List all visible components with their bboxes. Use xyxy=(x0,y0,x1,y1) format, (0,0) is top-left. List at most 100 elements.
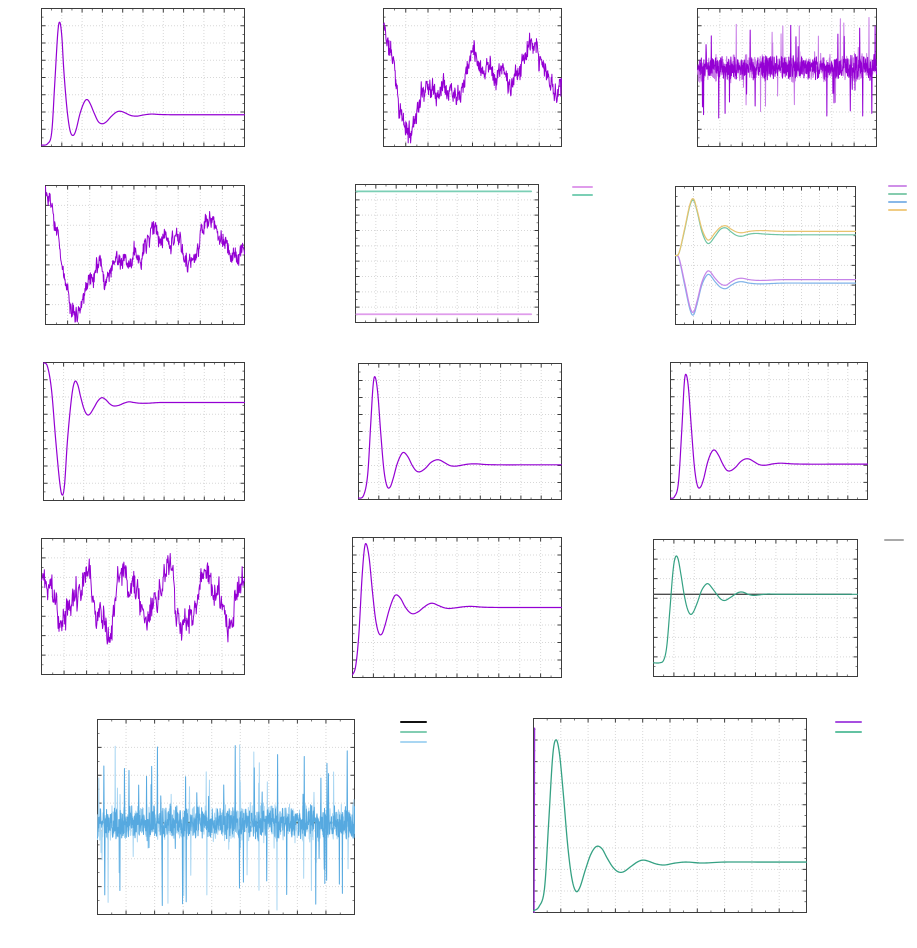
grid-lines xyxy=(42,9,244,146)
plot-border xyxy=(45,185,245,325)
minor-ticks xyxy=(653,539,858,677)
plot-r4c1-noisy-oscillation xyxy=(41,538,245,675)
plot-r2c3-four-damped-curves-surface xyxy=(675,186,856,325)
minor-ticks xyxy=(383,8,562,147)
minor-ticks xyxy=(43,362,245,501)
grid-lines xyxy=(46,186,244,324)
plot-border xyxy=(41,8,245,147)
plot-r4c2-damped-response-surface xyxy=(352,537,562,678)
plot-r5c1-blue-noise xyxy=(97,719,355,915)
plot-r3c2-damped-response-surface xyxy=(358,363,562,500)
plot-border xyxy=(533,718,807,913)
legend-key-violet-series xyxy=(572,186,593,188)
major-ticks xyxy=(358,363,562,500)
plot-border xyxy=(383,8,562,147)
plot-r4c3-damped-vs-setpoint-surface xyxy=(653,539,858,677)
plot-r1c2-random-walk xyxy=(383,8,562,147)
damped-oscillation-line xyxy=(41,21,245,146)
minor-ticks xyxy=(45,185,245,325)
plot-border xyxy=(697,8,877,147)
damped-oscillation-line xyxy=(670,373,868,499)
damped-oscillation-line xyxy=(352,542,562,676)
minor-ticks xyxy=(670,362,868,500)
plot-r1c1-damped-response xyxy=(41,8,245,147)
blue-curve xyxy=(675,254,856,316)
plot-r5c2-teal-damped-response xyxy=(533,718,807,913)
major-ticks xyxy=(41,538,245,675)
legend-key-blue-series xyxy=(400,741,427,743)
teal-damped-line xyxy=(653,555,858,664)
plot-r2c2-two-flat-levels-surface xyxy=(355,184,539,323)
legend-key-line xyxy=(835,721,862,723)
legend-key-gray-series xyxy=(884,539,904,541)
plot-border xyxy=(653,539,858,677)
grid-lines xyxy=(359,364,561,499)
purple-edge-spike xyxy=(533,727,536,913)
plot-r5c2-teal-damped-response-surface xyxy=(533,718,807,913)
grid-lines xyxy=(42,539,244,674)
legend-key-teal-series xyxy=(572,194,593,196)
random-walk-line xyxy=(45,186,245,323)
plot-r4c3-damped-vs-setpoint-legend xyxy=(884,539,904,547)
plot-r4c3-damped-vs-setpoint xyxy=(653,539,858,677)
plot-r1c2-random-walk-surface xyxy=(383,8,562,147)
grid-lines xyxy=(384,9,561,146)
minor-ticks xyxy=(675,186,856,325)
grid-lines xyxy=(44,363,244,500)
plot-r2c1-random-walk xyxy=(45,185,245,325)
plot-r3c3-damped-response-surface xyxy=(670,362,868,500)
legend-key-teal-series xyxy=(835,731,862,733)
legend-key-line xyxy=(572,194,593,196)
plot-r5c1-blue-noise-surface xyxy=(97,719,355,915)
plot-r5c2-teal-damped-response-legend xyxy=(835,721,862,741)
grid-lines xyxy=(534,719,806,912)
plot-r2c3-four-damped-curves xyxy=(675,186,856,325)
plot-r5c1-blue-noise-legend xyxy=(400,721,427,751)
plot-border xyxy=(43,362,245,501)
plot-r3c1-inverted-damped-surface xyxy=(43,362,245,501)
legend-key-line xyxy=(835,731,862,733)
orange-curve xyxy=(675,198,856,257)
legend-key-line xyxy=(400,721,427,723)
violet-curve xyxy=(675,254,856,313)
plot-r3c3-damped-response xyxy=(670,362,868,500)
legend-key-orange-series xyxy=(888,209,907,211)
legend-key-black-series xyxy=(400,721,427,723)
plot-border xyxy=(355,184,539,323)
noisy-wave-line xyxy=(41,552,245,645)
major-ticks xyxy=(675,186,856,325)
major-ticks xyxy=(45,185,245,325)
noise-line xyxy=(697,24,877,119)
grid-lines xyxy=(654,540,857,676)
teal-damped-line xyxy=(533,739,807,912)
plot-border xyxy=(41,538,245,675)
legend-key-line xyxy=(888,185,907,187)
major-ticks xyxy=(653,539,858,677)
damped-oscillation-line xyxy=(43,362,245,496)
grid-lines xyxy=(676,187,855,324)
plot-r4c1-noisy-oscillation-surface xyxy=(41,538,245,675)
grid-lines xyxy=(671,363,867,499)
minor-ticks xyxy=(352,537,562,678)
plot-r1c3-dense-noise-surface xyxy=(697,8,877,147)
major-ticks xyxy=(41,8,245,147)
random-walk-line xyxy=(383,22,562,144)
plot-r2c2-two-flat-levels xyxy=(355,184,539,323)
major-ticks xyxy=(355,184,539,323)
plot-r2c3-four-damped-curves-legend xyxy=(888,185,907,217)
noise-line xyxy=(97,745,355,907)
minor-ticks xyxy=(533,718,807,913)
major-ticks xyxy=(670,362,868,500)
plot-r2c1-random-walk-surface xyxy=(45,185,245,325)
plot-r3c1-inverted-damped xyxy=(43,362,245,501)
plot-r4c2-damped-response xyxy=(352,537,562,678)
plot-border xyxy=(358,363,562,500)
plot-r3c2-damped-response xyxy=(358,363,562,500)
legend-key-line xyxy=(888,201,907,203)
legend-key-violet-series xyxy=(888,185,907,187)
damped-oscillation-line xyxy=(358,376,562,499)
plot-r2c2-two-flat-levels-legend xyxy=(572,186,593,202)
legend-key-line xyxy=(572,186,593,188)
legend-key-line xyxy=(400,731,427,733)
